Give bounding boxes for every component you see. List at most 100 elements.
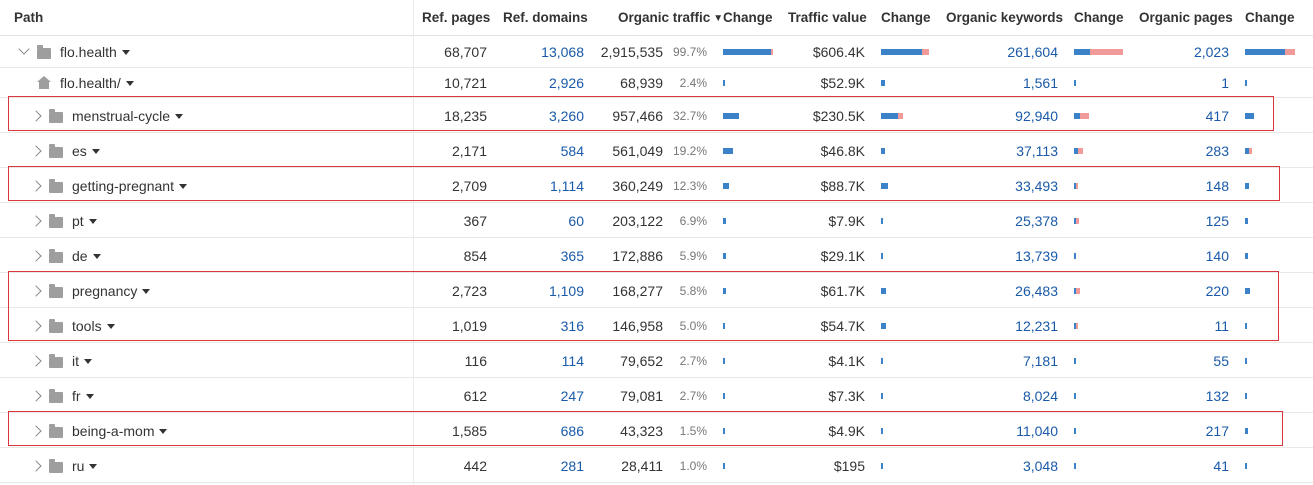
caret-down-icon[interactable] xyxy=(159,428,168,434)
path-label[interactable]: being-a-mom xyxy=(72,423,168,439)
path-label[interactable]: fr xyxy=(72,388,94,404)
caret-down-icon[interactable] xyxy=(91,148,100,154)
organic-pages-link[interactable]: 1 xyxy=(1221,75,1229,91)
path-label[interactable]: flo.health/ xyxy=(60,75,134,91)
header-ref-pages[interactable]: Ref. pages xyxy=(422,10,491,25)
organic-pages-link[interactable]: 140 xyxy=(1205,248,1229,264)
chevron-right-icon[interactable] xyxy=(30,110,42,122)
ref-domains-link[interactable]: 114 xyxy=(561,353,584,369)
table-row[interactable]: es 2,171 584 561,049 19.2% $46.8K 37,113 283 xyxy=(0,133,1313,168)
ref-domains-link[interactable]: 1,114 xyxy=(550,178,584,194)
path-label[interactable]: de xyxy=(72,248,101,264)
organic-keywords-link[interactable]: 12,231 xyxy=(1015,318,1058,334)
caret-down-icon[interactable] xyxy=(125,80,134,86)
table-row[interactable]: getting-pregnant 2,709 1,114 360,249 12.3% $8… xyxy=(0,168,1313,203)
chevron-right-icon[interactable] xyxy=(30,145,42,157)
header-pages-change[interactable]: Change xyxy=(1245,10,1295,25)
chevron-right-icon[interactable] xyxy=(30,285,42,297)
organic-pages-link[interactable]: 417 xyxy=(1205,108,1229,124)
organic-keywords-link[interactable]: 7,181 xyxy=(1022,353,1058,369)
ref-domains-link[interactable]: 365 xyxy=(560,248,584,264)
ref-domains-link[interactable]: 281 xyxy=(560,458,584,474)
caret-down-icon[interactable] xyxy=(175,113,184,119)
caret-down-icon[interactable] xyxy=(84,358,92,364)
organic-pages-link[interactable]: 2,023 xyxy=(1193,44,1229,60)
organic-pages-link[interactable]: 41 xyxy=(1213,458,1229,474)
chevron-right-icon[interactable] xyxy=(30,250,42,262)
caret-down-icon[interactable] xyxy=(178,183,187,189)
ref-domains-link[interactable]: 2,926 xyxy=(548,75,584,91)
path-label[interactable]: ru xyxy=(72,458,98,474)
organic-keywords-link[interactable]: 261,604 xyxy=(1007,44,1058,60)
ref-domains-link[interactable]: 584 xyxy=(560,143,584,159)
path-label[interactable]: menstrual-cycle xyxy=(72,108,184,124)
organic-pages-link[interactable]: 148 xyxy=(1205,178,1229,194)
organic-keywords-link[interactable]: 92,940 xyxy=(1015,108,1058,124)
organic-keywords-link[interactable]: 1,561 xyxy=(1022,75,1058,91)
chevron-right-icon[interactable] xyxy=(30,180,42,192)
organic-pages-link[interactable]: 125 xyxy=(1205,213,1229,229)
chevron-down-icon[interactable] xyxy=(18,43,30,55)
path-label[interactable]: pt xyxy=(72,213,97,229)
organic-keywords-link[interactable]: 13,739 xyxy=(1015,248,1058,264)
ref-domains-link[interactable]: 686 xyxy=(560,423,584,439)
ref-domains-link[interactable]: 13,068 xyxy=(541,44,584,60)
table-row[interactable]: being-a-mom 1,585 686 43,323 1.5% $4.9K 11,040… xyxy=(0,413,1313,448)
table-row[interactable]: it 116 114 79,652 2.7% $4.1K 7,181 55 xyxy=(0,343,1313,378)
chevron-right-icon[interactable] xyxy=(30,390,42,402)
organic-keywords-link[interactable]: 37,113 xyxy=(1016,143,1058,159)
table-row[interactable]: ru 442 281 28,411 1.0% $195 3,048 41 xyxy=(0,448,1313,483)
caret-down-icon[interactable] xyxy=(106,323,115,329)
caret-down-icon[interactable] xyxy=(142,288,151,294)
organic-pages-link[interactable]: 132 xyxy=(1205,388,1229,404)
organic-keywords-link[interactable]: 25,378 xyxy=(1015,213,1058,229)
chevron-right-icon[interactable] xyxy=(30,460,42,472)
header-value-change[interactable]: Change xyxy=(881,10,931,25)
table-row[interactable]: tools 1,019 316 146,958 5.0% $54.7K 12,231 11 xyxy=(0,308,1313,343)
organic-pages-link[interactable]: 217 xyxy=(1205,423,1229,439)
caret-down-icon[interactable] xyxy=(89,463,98,469)
chevron-right-icon[interactable] xyxy=(30,355,42,367)
organic-pages-link[interactable]: 283 xyxy=(1205,143,1229,159)
chevron-right-icon[interactable] xyxy=(30,320,42,332)
caret-down-icon[interactable] xyxy=(88,218,97,224)
table-row[interactable]: flo.health 68,707 13,068 2,915,535 99.7% $606… xyxy=(0,36,1313,68)
path-label[interactable]: it xyxy=(72,353,92,369)
ref-domains-link[interactable]: 316 xyxy=(560,318,584,334)
caret-down-icon[interactable] xyxy=(121,49,130,55)
table-row[interactable]: pregnancy 2,723 1,109 168,277 5.8% $61.7K 26,4… xyxy=(0,273,1313,308)
organic-pages-link[interactable]: 55 xyxy=(1213,353,1229,369)
header-organic-keywords[interactable]: Organic keywords xyxy=(946,10,1064,25)
organic-pages-link[interactable]: 220 xyxy=(1205,283,1229,299)
organic-keywords-link[interactable]: 33,493 xyxy=(1015,178,1058,194)
header-path[interactable]: Path xyxy=(14,10,44,25)
caret-down-icon[interactable] xyxy=(85,393,94,399)
table-row[interactable]: fr 612 247 79,081 2.7% $7.3K 8,024 132 xyxy=(0,378,1313,413)
header-organic-traffic[interactable]: Organic traffic ▼ xyxy=(618,10,723,25)
table-row[interactable]: pt 367 60 203,122 6.9% $7.9K 25,378 125 xyxy=(0,203,1313,238)
path-label[interactable]: flo.health xyxy=(60,44,130,60)
chevron-right-icon[interactable] xyxy=(30,215,42,227)
ref-domains-link[interactable]: 1,109 xyxy=(548,283,584,299)
path-label[interactable]: es xyxy=(72,143,100,159)
organic-keywords-link[interactable]: 11,040 xyxy=(1016,423,1058,439)
path-label[interactable]: getting-pregnant xyxy=(72,178,187,194)
header-ref-domains[interactable]: Ref. domains xyxy=(503,10,588,25)
header-traffic-value[interactable]: Traffic value xyxy=(788,10,867,25)
ref-domains-link[interactable]: 247 xyxy=(560,388,584,404)
header-traffic-change[interactable]: Change xyxy=(723,10,773,25)
ref-domains-link[interactable]: 3,260 xyxy=(548,108,584,124)
organic-pages-link[interactable]: 11 xyxy=(1214,318,1229,334)
chevron-right-icon[interactable] xyxy=(30,425,42,437)
ref-domains-link[interactable]: 60 xyxy=(568,213,584,229)
header-keywords-change[interactable]: Change xyxy=(1074,10,1124,25)
table-row[interactable]: de 854 365 172,886 5.9% $29.1K 13,739 140 xyxy=(0,238,1313,273)
organic-keywords-link[interactable]: 26,483 xyxy=(1015,283,1058,299)
header-organic-pages[interactable]: Organic pages xyxy=(1139,10,1233,25)
path-label[interactable]: pregnancy xyxy=(72,283,151,299)
path-label[interactable]: tools xyxy=(72,318,115,334)
organic-keywords-link[interactable]: 3,048 xyxy=(1022,458,1058,474)
table-row[interactable]: flo.health/10,721 2,926 68,939 2.4% $52.9K 1,… xyxy=(0,68,1313,98)
caret-down-icon[interactable] xyxy=(92,253,101,259)
table-row[interactable]: menstrual-cycle 18,235 3,260 957,466 32.7% $2… xyxy=(0,98,1313,133)
